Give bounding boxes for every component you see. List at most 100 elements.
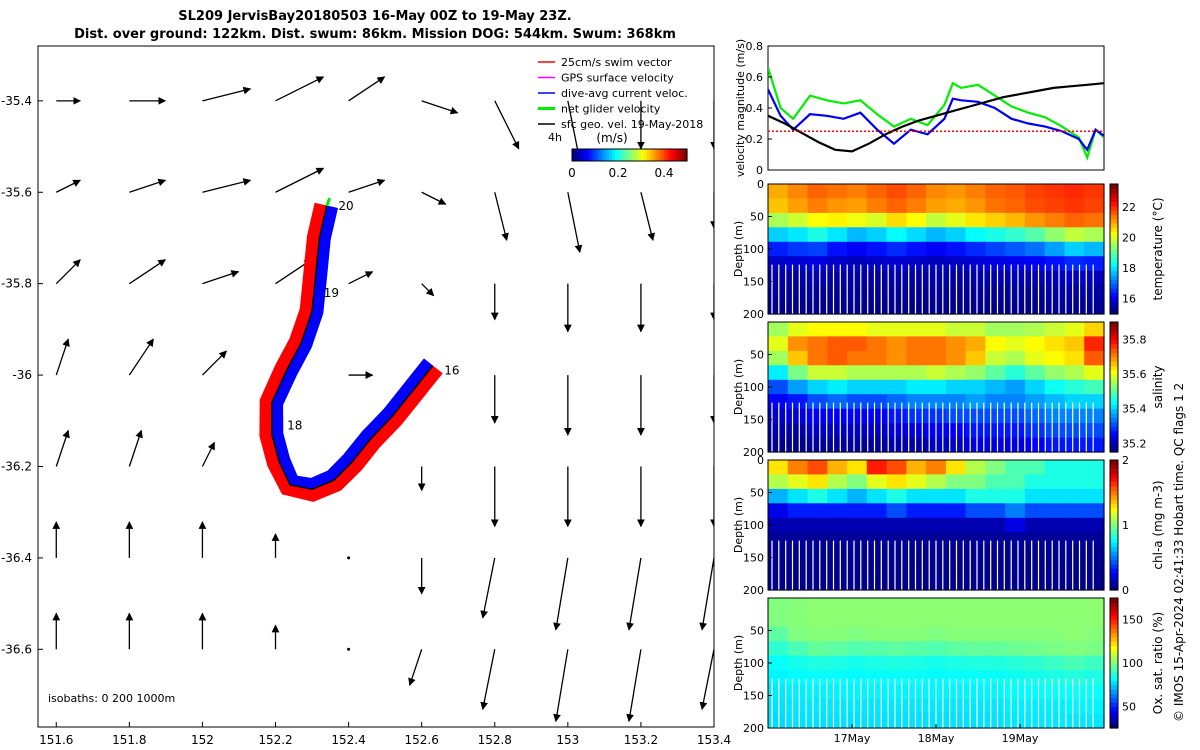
section-cell bbox=[1064, 460, 1085, 475]
section-cell bbox=[1084, 270, 1105, 286]
section-cell bbox=[985, 626, 1006, 642]
section-cell bbox=[965, 423, 986, 439]
section-cell bbox=[945, 626, 967, 642]
section-cell bbox=[807, 655, 828, 671]
section-cell bbox=[926, 626, 947, 642]
map-x-tick-label: 153.4 bbox=[697, 733, 731, 747]
section-cell bbox=[807, 365, 828, 381]
section-cell bbox=[985, 699, 1006, 715]
section-cell bbox=[945, 336, 967, 352]
section-cell bbox=[1024, 299, 1046, 315]
section-cell bbox=[945, 517, 967, 533]
section-colorbar-cell bbox=[1110, 460, 1118, 465]
section-cell bbox=[1044, 350, 1066, 366]
section-cell bbox=[1024, 612, 1046, 628]
section-cell bbox=[866, 212, 888, 228]
section-colorbar-cell bbox=[1110, 262, 1118, 267]
colorbar-cell bbox=[672, 149, 677, 161]
section-cell bbox=[1044, 474, 1066, 490]
section-cell bbox=[807, 285, 828, 301]
section-cell bbox=[1084, 437, 1105, 453]
section-colorbar-cell bbox=[1110, 382, 1118, 388]
section-cell bbox=[886, 626, 907, 642]
velocity-y-tick-label: 0 bbox=[756, 164, 763, 177]
track-line bbox=[271, 205, 434, 491]
section-cell bbox=[768, 198, 789, 214]
section-cell bbox=[866, 270, 888, 286]
depth-tick-label: 50 bbox=[750, 211, 764, 224]
section-colorbar-cell bbox=[1110, 533, 1118, 539]
section-cell bbox=[945, 365, 967, 381]
section-cell bbox=[906, 350, 927, 366]
colorbar-cell bbox=[583, 149, 587, 161]
section-cell bbox=[866, 641, 888, 657]
section-cell bbox=[1044, 503, 1066, 519]
section-cell bbox=[787, 612, 809, 628]
section-cell bbox=[985, 437, 1006, 453]
section-cell bbox=[945, 184, 967, 199]
section-cell bbox=[1024, 408, 1046, 424]
section-cell bbox=[866, 408, 888, 424]
section-cell bbox=[807, 241, 828, 257]
section-cell bbox=[886, 460, 907, 475]
section-cell bbox=[768, 394, 789, 410]
section-cell bbox=[827, 198, 848, 214]
section-cell bbox=[827, 322, 848, 337]
section-cell bbox=[926, 336, 947, 352]
velocity-vector bbox=[408, 649, 423, 687]
speed-colorbar: 0 0.2 0.4 bbox=[568, 148, 688, 180]
section-cell bbox=[985, 503, 1006, 519]
section-cell bbox=[906, 575, 927, 591]
section-cell bbox=[847, 408, 868, 424]
section-cell bbox=[827, 684, 848, 700]
map-x-tick-label: 152.2 bbox=[258, 733, 292, 747]
section-cell bbox=[1024, 488, 1046, 504]
colorbar-cell bbox=[641, 149, 645, 161]
section-cell bbox=[827, 503, 848, 519]
section-cell bbox=[906, 285, 927, 301]
section-cell bbox=[866, 350, 888, 366]
section-cell bbox=[945, 641, 967, 657]
section-colorbar-cell bbox=[1110, 443, 1118, 449]
section-cell bbox=[945, 474, 967, 490]
section-cell bbox=[768, 322, 789, 337]
velocity-vector bbox=[55, 179, 81, 193]
section-cell bbox=[1005, 641, 1026, 657]
colorbar-cell bbox=[592, 149, 596, 161]
section-colorbar-cell bbox=[1110, 339, 1118, 345]
section-cell bbox=[1024, 460, 1046, 475]
section-colorbar-cell bbox=[1110, 231, 1118, 237]
depth-tick-label: 0 bbox=[757, 178, 764, 191]
section-cell bbox=[807, 184, 828, 199]
section-cell bbox=[906, 241, 927, 257]
section-cell bbox=[1044, 299, 1066, 315]
section-cell bbox=[1005, 546, 1026, 562]
section-cell bbox=[906, 270, 927, 286]
section-cell bbox=[1024, 561, 1046, 577]
colorbar-cell bbox=[684, 149, 688, 161]
section-cell bbox=[807, 488, 828, 504]
section-cell bbox=[827, 474, 848, 490]
colorbar-cell bbox=[635, 149, 639, 161]
section-cell bbox=[965, 408, 986, 424]
colorbar-cell bbox=[574, 149, 579, 161]
section-colorbar-cell bbox=[1110, 715, 1118, 720]
colorbar-cell bbox=[586, 149, 590, 161]
section-cell bbox=[1064, 184, 1085, 199]
section-cell bbox=[847, 241, 868, 257]
section-cell bbox=[906, 227, 927, 243]
colorbar-cell bbox=[666, 149, 671, 161]
section-cell bbox=[1084, 423, 1105, 439]
section-cell bbox=[847, 336, 868, 352]
section-cell bbox=[1005, 365, 1026, 381]
section-cell bbox=[866, 184, 888, 199]
map-x-tick-label: 152.4 bbox=[331, 733, 365, 747]
section-cell bbox=[1064, 408, 1085, 424]
section-cell bbox=[807, 270, 828, 286]
section-cell bbox=[886, 612, 907, 628]
section-colorbar-cell bbox=[1110, 551, 1118, 556]
map-x-tick-label: 152.6 bbox=[404, 733, 438, 747]
salinity-section: 50 100 150 200 Depth (m) 35.2 35.4 35.6 35.8 sali… bbox=[732, 321, 1165, 459]
section-colorbar-cell bbox=[1110, 486, 1118, 491]
section-cell bbox=[1044, 437, 1066, 453]
